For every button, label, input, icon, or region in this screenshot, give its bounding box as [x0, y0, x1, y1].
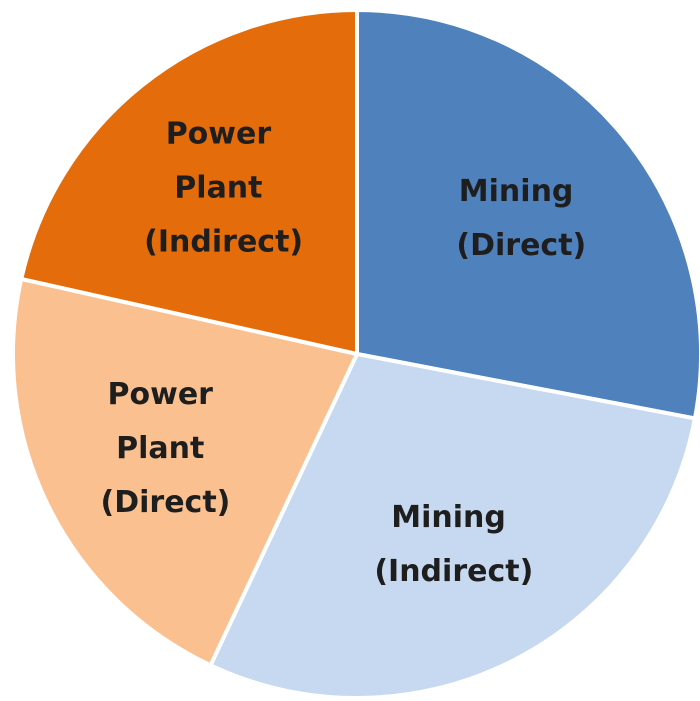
pie-slice: [18, 7, 359, 357]
slice-label-line: Power: [166, 117, 282, 152]
slice-label-line: (Indirect): [144, 225, 303, 260]
slice-label-line: Mining: [391, 500, 516, 535]
slice-label-line: (Direct): [456, 228, 586, 263]
pie-slice: [355, 7, 700, 421]
slice-label-line: (Indirect): [374, 554, 533, 589]
slice-label-line: (Direct): [101, 485, 231, 520]
slice-label-line: Power: [108, 377, 224, 412]
slice-label-line: Mining: [459, 174, 584, 209]
slice-label-line: Plant: [116, 431, 215, 466]
pie-slice: [207, 351, 698, 700]
slice-label: Power Plant (Direct): [101, 377, 231, 520]
slice-label: Mining (Indirect): [374, 500, 533, 589]
slice-label: Mining (Direct): [456, 174, 586, 263]
slice-label-line: Plant: [174, 171, 273, 206]
slice-label: Power Plant (Indirect): [144, 117, 303, 260]
pie-slice: [11, 276, 360, 668]
